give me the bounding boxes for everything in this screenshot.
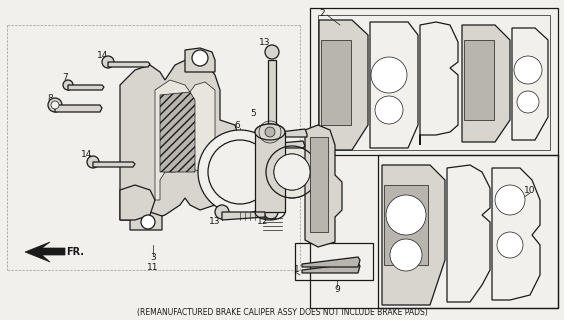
Polygon shape: [280, 129, 307, 137]
Polygon shape: [155, 80, 215, 200]
Polygon shape: [512, 28, 548, 140]
Text: 6: 6: [234, 121, 240, 130]
Circle shape: [192, 50, 208, 66]
Polygon shape: [302, 257, 360, 267]
Bar: [310, 8, 558, 308]
Text: 14: 14: [98, 51, 109, 60]
Circle shape: [264, 205, 278, 219]
Text: 10: 10: [525, 186, 536, 195]
Ellipse shape: [255, 124, 285, 140]
Circle shape: [517, 91, 539, 113]
Polygon shape: [108, 62, 150, 67]
Text: 14: 14: [81, 149, 92, 158]
Text: 8: 8: [47, 93, 53, 102]
Polygon shape: [255, 132, 285, 212]
Polygon shape: [120, 185, 155, 220]
Circle shape: [274, 154, 310, 190]
Circle shape: [48, 98, 62, 112]
Circle shape: [386, 195, 426, 235]
Text: FR.: FR.: [66, 247, 84, 257]
Circle shape: [265, 127, 275, 137]
Text: 1: 1: [294, 266, 300, 275]
Polygon shape: [185, 48, 215, 72]
Polygon shape: [420, 22, 458, 145]
Text: 12: 12: [252, 153, 263, 162]
Polygon shape: [382, 165, 445, 305]
Polygon shape: [462, 25, 510, 142]
Polygon shape: [319, 20, 368, 150]
Polygon shape: [370, 22, 418, 148]
Polygon shape: [68, 85, 104, 90]
Circle shape: [390, 239, 422, 271]
Circle shape: [497, 232, 523, 258]
Text: 11: 11: [147, 262, 158, 271]
Circle shape: [371, 57, 407, 93]
Text: 3: 3: [150, 253, 156, 262]
Polygon shape: [120, 58, 238, 220]
Bar: [295, 243, 373, 280]
Text: 7: 7: [62, 73, 68, 82]
Text: 13: 13: [209, 218, 221, 227]
Text: (REMANUFACTURED BRAKE CALIPER ASSY DOES NOT INCLUDE BRAKE PADS): (REMANUFACTURED BRAKE CALIPER ASSY DOES …: [136, 308, 428, 317]
Polygon shape: [25, 242, 65, 262]
Text: 15: 15: [261, 127, 273, 137]
Circle shape: [87, 156, 99, 168]
Polygon shape: [264, 160, 282, 168]
Circle shape: [273, 142, 281, 150]
Polygon shape: [222, 212, 265, 220]
Polygon shape: [280, 141, 305, 148]
Circle shape: [141, 215, 155, 229]
Polygon shape: [55, 105, 102, 112]
Polygon shape: [302, 263, 360, 273]
Polygon shape: [160, 92, 195, 172]
Bar: [310, 137, 328, 232]
Circle shape: [208, 140, 272, 204]
Text: 4: 4: [297, 140, 303, 149]
Circle shape: [272, 130, 282, 140]
Polygon shape: [268, 60, 276, 125]
Text: 12: 12: [257, 218, 268, 227]
Text: 16: 16: [271, 139, 283, 148]
Polygon shape: [93, 162, 135, 167]
Circle shape: [375, 96, 403, 124]
Polygon shape: [130, 212, 162, 230]
Circle shape: [257, 161, 267, 171]
Text: 2: 2: [319, 9, 325, 18]
Bar: [384, 185, 428, 265]
Bar: [318, 15, 550, 150]
Text: 9: 9: [334, 285, 340, 294]
Bar: [321, 40, 351, 125]
Circle shape: [215, 205, 229, 219]
Circle shape: [51, 101, 59, 109]
Polygon shape: [305, 125, 342, 247]
Circle shape: [265, 45, 279, 59]
Bar: [378, 155, 558, 308]
Text: 5: 5: [250, 108, 256, 117]
Circle shape: [495, 185, 525, 215]
Circle shape: [514, 56, 542, 84]
Polygon shape: [266, 125, 278, 128]
Circle shape: [198, 130, 282, 214]
Circle shape: [102, 56, 114, 68]
Polygon shape: [447, 165, 490, 302]
Circle shape: [63, 80, 73, 90]
Bar: [464, 40, 494, 120]
Text: 13: 13: [259, 37, 271, 46]
Polygon shape: [492, 168, 540, 300]
Circle shape: [266, 146, 318, 198]
